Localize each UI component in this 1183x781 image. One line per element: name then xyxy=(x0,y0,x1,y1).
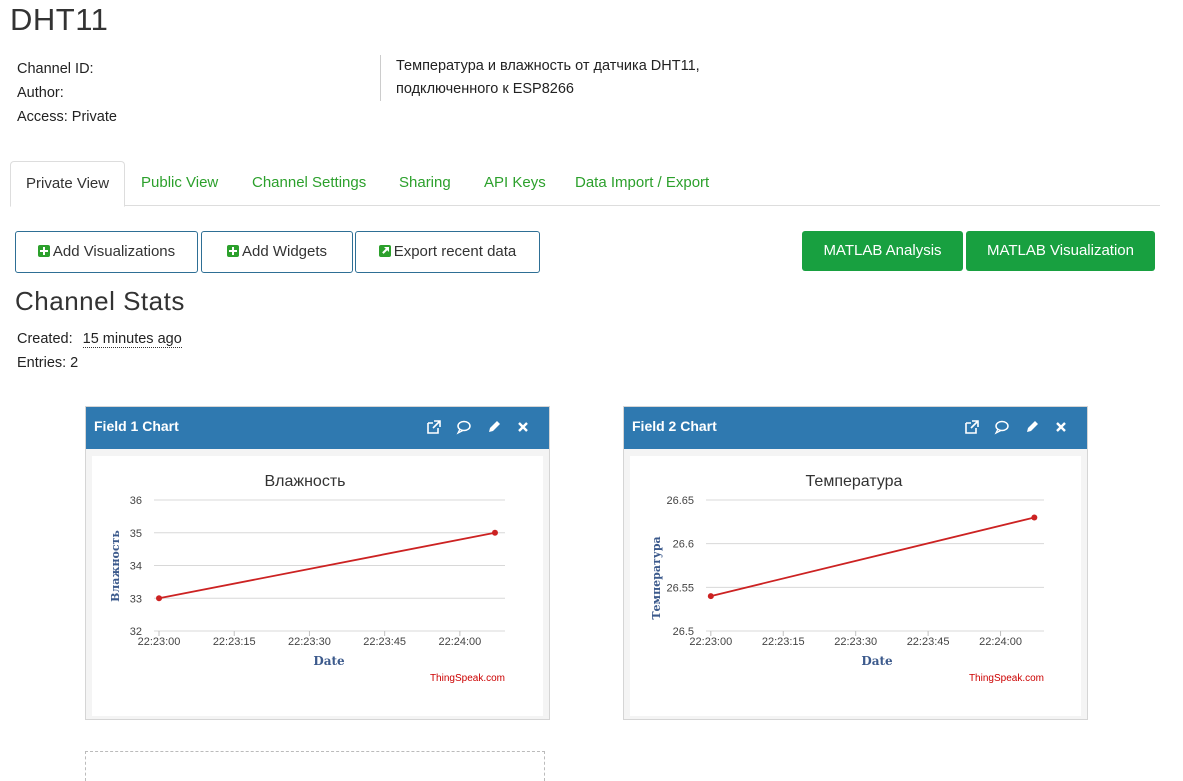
x-axis-label: Date xyxy=(313,654,345,668)
chart-title: Влажность xyxy=(264,473,345,490)
x-tick-label: 22:23:15 xyxy=(762,636,805,648)
channel-description: Температура и влажность от датчика DHT11… xyxy=(380,55,740,101)
description-line-2: подключенного к ESP8266 xyxy=(396,81,574,97)
panel-header: Field 2 Chart xyxy=(624,407,1087,449)
data-point[interactable] xyxy=(156,595,163,602)
channel-tabs: Private View Public View Channel Setting… xyxy=(10,161,1160,207)
panel-title: Field 2 Chart xyxy=(632,418,717,434)
empty-widget-placeholder xyxy=(85,751,545,781)
add-widgets-label: Add Widgets xyxy=(241,243,328,260)
access-label: Access: Private xyxy=(17,109,117,125)
tab-private-view[interactable]: Private View xyxy=(10,161,126,207)
y-axis-label: Температура xyxy=(650,536,663,619)
x-tick-label: 22:23:30 xyxy=(288,636,331,648)
panel-title: Field 1 Chart xyxy=(94,418,179,434)
y-tick-label: 33 xyxy=(130,593,142,605)
author-label: Author: xyxy=(17,85,64,101)
close-icon[interactable] xyxy=(513,417,533,437)
add-visualizations-label: Add Visualizations xyxy=(52,243,176,260)
chart-area: Температура 26.65 26.6 26.55 26.5 22:23:00 2… xyxy=(630,456,1081,716)
add-widgets-button[interactable]: Add Widgets xyxy=(201,231,353,273)
x-tick-label: 22:23:30 xyxy=(834,636,877,648)
y-tick-label: 26.65 xyxy=(666,495,694,507)
chart-area: Влажность 36 35 34 33 32 22:23:00 22:23:15 22:… xyxy=(92,456,543,716)
pencil-icon[interactable] xyxy=(484,417,504,437)
y-axis-label: Влажность xyxy=(109,530,122,602)
y-tick-label: 34 xyxy=(130,561,142,573)
export-recent-data-button[interactable]: Export recent data xyxy=(355,231,540,273)
comment-icon[interactable] xyxy=(992,417,1012,437)
data-point[interactable] xyxy=(1031,514,1038,521)
tab-channel-settings[interactable]: Channel Settings xyxy=(252,174,367,191)
x-tick-label: 22:24:00 xyxy=(438,636,481,648)
y-tick-label: 35 xyxy=(130,528,142,540)
field-1-chart-panel: Field 1 Chart Влажность 36 35 34 33 32 22:23… xyxy=(85,406,550,720)
channel-meta: Channel ID: Author: Access: Private xyxy=(17,57,117,129)
matlab-analysis-button[interactable]: MATLAB Analysis xyxy=(802,231,963,271)
y-tick-label: 26.6 xyxy=(673,539,694,551)
credit-link[interactable]: ThingSpeak.com xyxy=(969,673,1044,684)
x-tick-label: 22:23:45 xyxy=(907,636,950,648)
plus-icon xyxy=(226,245,239,257)
data-point[interactable] xyxy=(491,529,498,536)
channel-title: DHT11 xyxy=(10,2,109,37)
add-visualizations-button[interactable]: Add Visualizations xyxy=(15,231,198,273)
x-axis-label: Date xyxy=(861,654,893,668)
matlab-visualization-button[interactable]: MATLAB Visualization xyxy=(966,231,1155,271)
series-line xyxy=(710,516,1035,597)
tab-data-import-export[interactable]: Data Import / Export xyxy=(575,174,710,191)
y-tick-label: 26.5 xyxy=(673,626,694,638)
external-link-icon[interactable] xyxy=(962,417,982,437)
pencil-icon[interactable] xyxy=(1022,417,1042,437)
data-point[interactable] xyxy=(707,593,714,600)
chart-title: Температура xyxy=(806,473,903,490)
tab-public-view[interactable]: Public View xyxy=(141,174,219,191)
field-2-chart: Температура 26.65 26.6 26.55 26.5 22:23:00 2… xyxy=(650,473,1044,684)
channel-id-label: Channel ID: xyxy=(17,61,94,77)
y-tick-label: 32 xyxy=(130,626,142,638)
created-stat: Created: 15 minutes ago xyxy=(17,331,182,348)
panel-header: Field 1 Chart xyxy=(86,407,549,449)
export-recent-data-label: Export recent data xyxy=(393,243,517,260)
x-tick-label: 22:24:00 xyxy=(979,636,1022,648)
tab-sharing[interactable]: Sharing xyxy=(399,174,451,191)
created-value: 15 minutes ago xyxy=(82,331,182,348)
y-tick-label: 36 xyxy=(130,495,142,507)
x-tick-label: 22:23:15 xyxy=(213,636,256,648)
entries-stat: Entries: 2 xyxy=(17,355,79,371)
credit-link[interactable]: ThingSpeak.com xyxy=(430,673,505,684)
x-tick-label: 22:23:00 xyxy=(689,636,732,648)
x-tick-label: 22:23:00 xyxy=(138,636,181,648)
description-line-1: Температура и влажность от датчика DHT11… xyxy=(396,58,700,74)
export-icon xyxy=(378,245,391,257)
channel-stats-title: Channel Stats xyxy=(15,286,185,316)
series-line xyxy=(158,531,496,600)
comment-icon[interactable] xyxy=(454,417,474,437)
created-label: Created: xyxy=(17,331,73,347)
field-2-chart-panel: Field 2 Chart Температура 26.65 26.6 26.55… xyxy=(623,406,1088,720)
x-tick-label: 22:23:45 xyxy=(363,636,406,648)
close-icon[interactable] xyxy=(1051,417,1071,437)
plus-icon xyxy=(37,245,50,257)
tab-api-keys[interactable]: API Keys xyxy=(484,174,546,191)
y-tick-label: 26.55 xyxy=(666,582,694,594)
external-link-icon[interactable] xyxy=(424,417,444,437)
field-1-chart: Влажность 36 35 34 33 32 22:23:00 22:23:15 22:… xyxy=(109,473,505,684)
